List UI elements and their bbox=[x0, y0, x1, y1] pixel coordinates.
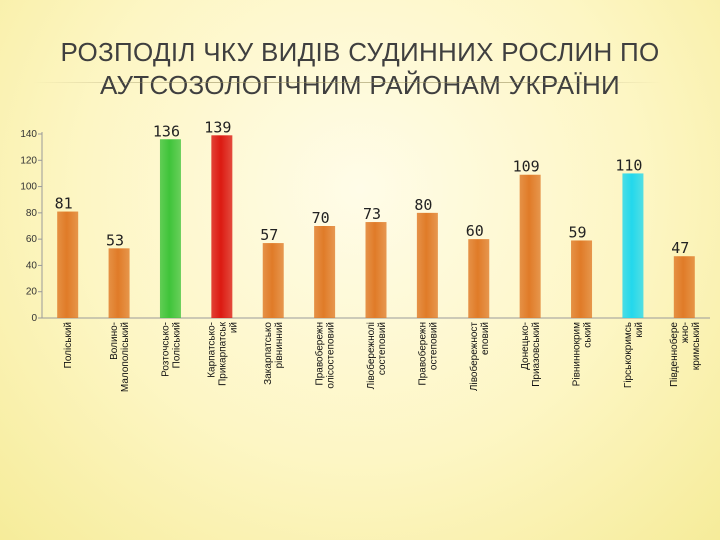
x-tick-label: Правобережнолісостеповий bbox=[314, 322, 337, 389]
y-tick-label: 100 bbox=[20, 182, 37, 193]
x-tick-label-line: кий bbox=[634, 322, 645, 338]
page-title: РОЗПОДІЛ ЧКУ ВИДІВ СУДИННИХ РОСЛИН ПО АУ… bbox=[0, 36, 720, 102]
bar-10 bbox=[519, 174, 541, 318]
title-line-1: РОЗПОДІЛ ЧКУ ВИДІВ СУДИННИХ РОСЛИН ПО bbox=[60, 37, 660, 67]
bar-8 bbox=[416, 212, 438, 318]
bar-1 bbox=[57, 211, 79, 318]
x-tick-label-line: Поліський bbox=[171, 322, 182, 368]
title-divider bbox=[32, 82, 662, 83]
bar-2 bbox=[108, 248, 130, 318]
x-tick-label: Донецько-Приазовський bbox=[520, 322, 542, 387]
x-tick-label-line: Правобережн bbox=[416, 322, 428, 385]
x-tick-label-line: Закарпатсько bbox=[263, 322, 274, 385]
bar-5 bbox=[262, 243, 284, 318]
x-tick-label-line: кримський bbox=[691, 322, 702, 370]
bar-6 bbox=[314, 226, 336, 318]
y-tick-label: 140 bbox=[20, 129, 37, 140]
x-tick-label-line: Поліський bbox=[63, 322, 74, 368]
bar-7 bbox=[365, 222, 387, 318]
bar-11 bbox=[571, 240, 593, 318]
x-tick-label-line: состеповий bbox=[377, 322, 388, 375]
data-label: 59 bbox=[569, 223, 587, 241]
bar-12 bbox=[622, 173, 644, 318]
x-tick-label-line: Донецько- bbox=[520, 322, 531, 370]
bar-13 bbox=[673, 256, 695, 318]
y-tick-label: 120 bbox=[20, 155, 37, 166]
y-tick-label: 40 bbox=[26, 260, 38, 271]
x-tick-label-line: Південнобере bbox=[668, 322, 680, 387]
y-tick-label: 80 bbox=[26, 208, 38, 219]
x-tick-label: Південнобережно-кримський bbox=[668, 322, 702, 387]
x-tick-label: Лівобережностеповий bbox=[468, 322, 491, 392]
x-tick-label-line: жно- bbox=[680, 322, 691, 343]
data-label: 136 bbox=[153, 122, 180, 140]
data-label: 139 bbox=[204, 118, 231, 136]
bar-9 bbox=[468, 239, 490, 318]
x-tick-label-line: Карпатсько- bbox=[206, 322, 217, 378]
data-label: 73 bbox=[363, 205, 381, 223]
x-tick-label-line: Волино- bbox=[109, 322, 120, 360]
x-tick-label: Закарпатськорівнинний bbox=[263, 322, 285, 385]
x-tick-label: Волино-Малополіський bbox=[109, 322, 131, 392]
x-tick-label-line: еповий bbox=[480, 322, 491, 355]
data-label: 70 bbox=[312, 209, 330, 227]
x-tick-label-line: Лівобережнолі bbox=[365, 322, 377, 389]
x-tick-label-line: остеповий bbox=[428, 322, 439, 370]
x-tick-label: Розточсько-Поліський bbox=[160, 322, 182, 377]
data-label: 57 bbox=[260, 226, 278, 244]
x-tick-label-line: Приазовський bbox=[531, 322, 542, 387]
x-tick-label-line: рівнинний bbox=[274, 322, 285, 368]
x-tick-label-line: ський bbox=[583, 322, 594, 348]
x-tick-label-line: Малополіський bbox=[120, 322, 131, 392]
data-label: 81 bbox=[55, 195, 73, 213]
x-tick-label-line: Лівобережност bbox=[468, 322, 480, 392]
x-tick-label: Правобережностеповий bbox=[416, 322, 439, 385]
x-tick-label: Рівниннокримський bbox=[572, 322, 594, 386]
x-tick-label-line: олісостеповий bbox=[326, 322, 337, 389]
y-tick-label: 0 bbox=[31, 313, 37, 324]
data-label: 110 bbox=[615, 156, 642, 174]
x-tick-label-line: Розточсько- bbox=[160, 322, 171, 377]
data-label: 80 bbox=[414, 196, 432, 214]
x-tick-label-line: Рівниннокрим bbox=[572, 322, 583, 386]
x-tick-label-line: Прикарпатськ bbox=[217, 321, 228, 385]
data-label: 109 bbox=[513, 158, 540, 176]
x-tick-label-line: Правобережн bbox=[314, 322, 326, 385]
y-tick-label: 60 bbox=[26, 234, 38, 245]
data-label: 53 bbox=[106, 231, 124, 249]
bar-4 bbox=[211, 135, 233, 318]
x-tick-label: Поліський bbox=[63, 322, 74, 368]
x-tick-label: Гірськокримський bbox=[623, 322, 645, 388]
x-tick-label-line: ий bbox=[228, 322, 239, 333]
x-tick-label-line: Гірськокримсь bbox=[623, 322, 634, 388]
title-line-2: АУТСОЗОЛОГІЧНИМ РАЙОНАМ УКРАЇНИ bbox=[99, 70, 621, 100]
data-label: 60 bbox=[466, 222, 484, 240]
x-tick-label: Лівобережнолісостеповий bbox=[365, 322, 388, 389]
bar-3 bbox=[159, 139, 181, 318]
x-tick-label: Карпатсько-Прикарпатський bbox=[206, 321, 239, 385]
y-tick-label: 20 bbox=[26, 287, 38, 298]
data-label: 47 bbox=[671, 239, 689, 257]
